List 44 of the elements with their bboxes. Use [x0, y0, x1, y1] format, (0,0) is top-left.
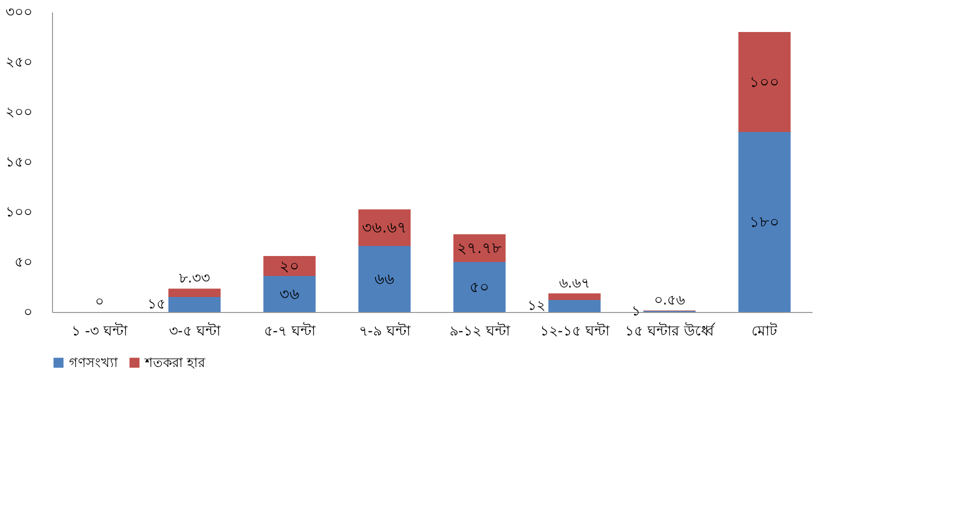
data-label: ১০০: [750, 73, 780, 91]
y-tick-label: ০: [24, 304, 32, 320]
data-label: ২৭.৭৮: [457, 239, 502, 258]
bar: [738, 132, 791, 312]
bar: [548, 293, 601, 300]
data-label: ১: [631, 304, 640, 320]
y-tick-label: ৩০০: [6, 4, 32, 20]
data-label: ৬.৬৭: [558, 275, 590, 292]
y-tick-label: ১৫০: [6, 154, 32, 170]
data-label: ১৮০: [750, 213, 780, 231]
x-tick-label: ৭-৯ ঘন্টা: [358, 322, 412, 340]
bar: [263, 276, 316, 312]
y-tick-label: ২৫০: [6, 54, 32, 70]
data-label: ১৫: [147, 296, 166, 312]
x-tick-label: ১৫ ঘন্টার উর্ধ্বে: [625, 322, 716, 340]
legend-label: গণসংখ্যা: [69, 356, 118, 371]
bar: [168, 297, 221, 312]
data-label: ৮.৩৩: [178, 270, 210, 287]
x-tick-label: ১২-১৫ ঘন্টা: [540, 322, 610, 340]
x-tick-label: ১ -৩ ঘন্টা: [72, 322, 128, 340]
data-label: ০.৫৬: [654, 292, 686, 308]
data-label: ৬৬: [374, 270, 394, 288]
bar: [453, 234, 506, 262]
data-label: ০: [95, 294, 104, 310]
bar: [453, 262, 506, 312]
x-tick-label: ৫-৭ ঘন্টা: [264, 322, 316, 340]
bar: [738, 32, 791, 132]
data-label: ৩৬.৬৭: [362, 218, 407, 237]
y-tick-label: ২০০: [6, 104, 32, 120]
x-tick-label: মোট: [752, 322, 778, 340]
data-label: ১২: [527, 298, 546, 314]
bar: [548, 300, 601, 312]
bar: [358, 209, 411, 246]
bar: [168, 288, 221, 297]
data-label: ৩৬: [280, 285, 300, 303]
legend-label: শতকরা হার: [144, 356, 206, 371]
bar: [263, 256, 316, 276]
x-tick-label: ৯-১২ ঘন্টা: [449, 322, 511, 340]
x-tick-label: ৩-৫ ঘন্টা: [168, 322, 222, 340]
y-tick-label: ৫০: [14, 254, 32, 270]
data-label: ২০: [280, 257, 300, 275]
y-tick-label: ১০০: [6, 204, 32, 220]
bar: [358, 246, 411, 312]
data-label: ৫০: [470, 278, 490, 296]
